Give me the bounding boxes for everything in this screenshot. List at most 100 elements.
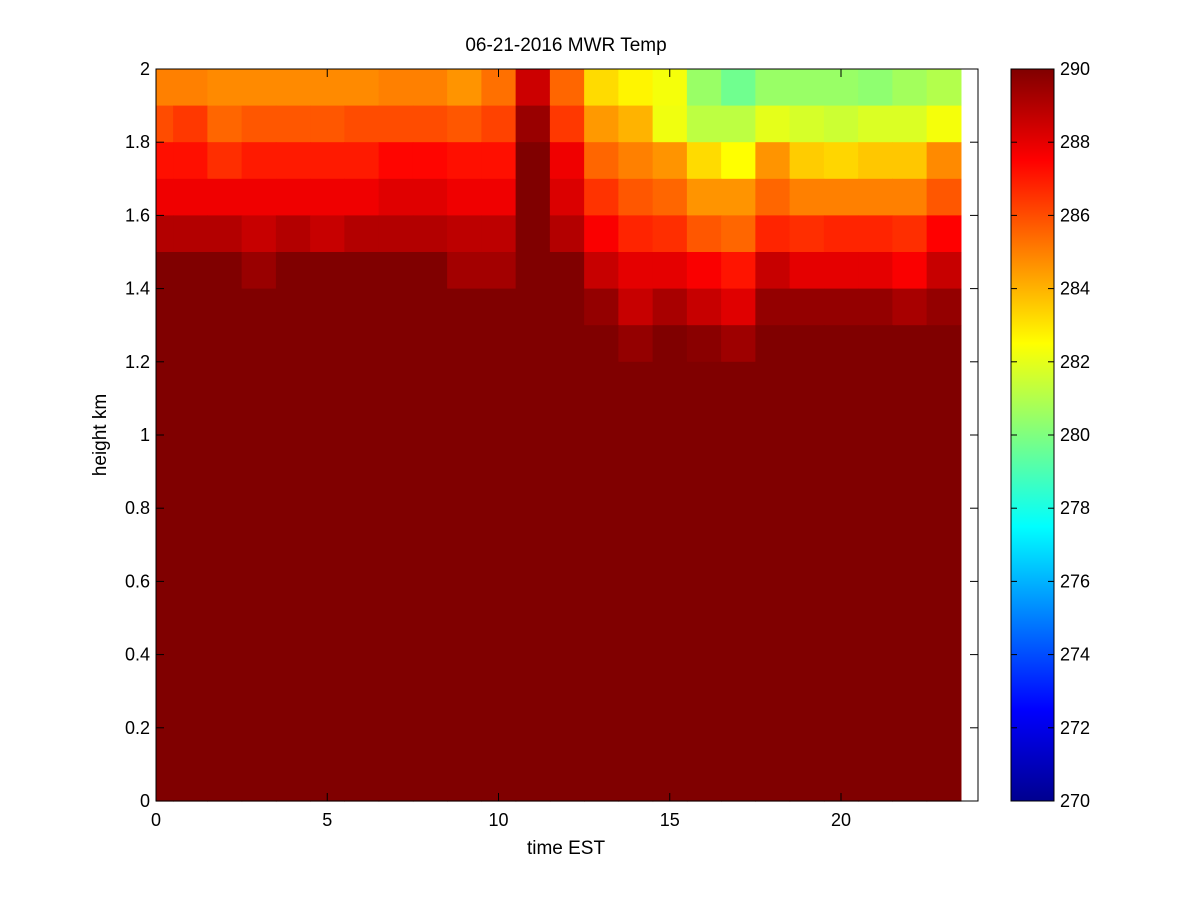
heatmap-cell [789,288,825,326]
heatmap-cell [310,325,345,363]
colorbar-tick-label: 288 [1060,132,1090,152]
heatmap-cell [686,178,722,216]
heatmap-cell [241,69,277,107]
colorbar-gradient [1010,68,1055,802]
heatmap-cell [789,252,825,290]
heatmap-cell [858,69,893,107]
heatmap-cell [858,142,893,180]
heatmap-cell [275,215,311,253]
heatmap-cell [173,69,208,107]
heatmap-cell [618,252,654,290]
heatmap-cell [275,105,311,143]
heatmap-cell [173,215,208,253]
heatmap-cell [823,252,859,290]
heatmap-cell [721,288,756,326]
heatmap-cell [207,105,243,143]
heatmap-cell [378,69,414,107]
heatmap-cell [378,178,414,216]
heatmap-cell [378,142,414,180]
heatmap-cell [584,325,619,363]
heatmap-cell [515,361,551,802]
heatmap-cell [412,69,448,107]
colorbar-ticks: 270 272 274 276 278 280 282 284 286 288 290 [1011,59,1090,811]
heatmap-cell [652,105,688,143]
heatmap-cell [412,142,448,180]
heatmap-cell [549,252,585,290]
heatmap-cell [618,105,654,143]
heatmap-cell [412,252,448,290]
heatmap-cell [584,288,619,326]
heatmap-cell [344,252,380,290]
heatmap-cell [447,178,482,216]
heatmap-cell [515,288,551,326]
x-axis-ticks: 0 5 10 15 20 [151,69,851,830]
heatmap-cell [789,69,825,107]
heatmap-cell [515,252,551,290]
heatmap-cell [858,288,893,326]
heatmap-cell [823,361,859,802]
colorbar-tick-label: 278 [1060,498,1090,518]
heatmap-cell [755,69,791,107]
heatmap-cell [823,288,859,326]
heatmap-cell [173,142,208,180]
heatmap-cell [652,288,688,326]
heatmap-cell [412,178,448,216]
heatmap-cell [481,325,517,363]
heatmap-cell [755,142,791,180]
heatmap-cell [755,325,791,363]
heatmap-cell [755,178,791,216]
heatmap-cell [858,215,893,253]
heatmap-cell [584,178,619,216]
heatmap-cell [447,69,482,107]
heatmap-cell [721,142,756,180]
heatmap-cell [344,288,380,326]
y-tick-label: 1.8 [125,132,150,152]
heatmap-cell [310,252,345,290]
heatmap-cell [926,142,962,180]
heatmap-cell [378,361,414,802]
heatmap-cell [378,325,414,363]
heatmap-cell [481,252,517,290]
heatmap-cell [584,215,619,253]
heatmap-cell [686,215,722,253]
chart-title: 06-21-2016 MWR Temp [465,35,666,56]
heatmap-cell [926,325,962,363]
heatmap-cell [926,252,962,290]
heatmap-cell [173,325,208,363]
heatmap-cell [241,105,277,143]
heatmap-cell [173,288,208,326]
heatmap-cell [721,178,756,216]
heatmap-cell [207,178,243,216]
heatmap-cell [275,69,311,107]
heatmap-cell [892,252,928,290]
heatmap-cell [686,252,722,290]
heatmap-cell [549,288,585,326]
heatmap-cell [721,105,756,143]
heatmap-cell [447,215,482,253]
heatmap-cell [378,252,414,290]
heatmap-cell [344,142,380,180]
heatmap-cell [926,69,962,107]
heatmap-cell [481,215,517,253]
y-tick-label: 2 [140,59,150,79]
heatmap-cell [549,325,585,363]
heatmap-cell [207,69,243,107]
heatmap-cell [156,215,174,253]
heatmap-cell [926,361,962,802]
heatmap-cell [447,361,482,802]
heatmap-cell [892,105,928,143]
y-tick-label: 1.2 [125,352,150,372]
heatmap-cell [584,252,619,290]
heatmap-cell [344,361,380,802]
heatmap-cell [789,105,825,143]
heatmap-cell [344,325,380,363]
heatmap-cell [344,69,380,107]
heatmap-cell [549,215,585,253]
heatmap-cell [618,288,654,326]
x-tick-label: 0 [151,810,161,830]
heatmap-cell [447,142,482,180]
colorbar-tick-label: 286 [1060,205,1090,225]
heatmap-cell [789,215,825,253]
heatmap-cell [447,288,482,326]
